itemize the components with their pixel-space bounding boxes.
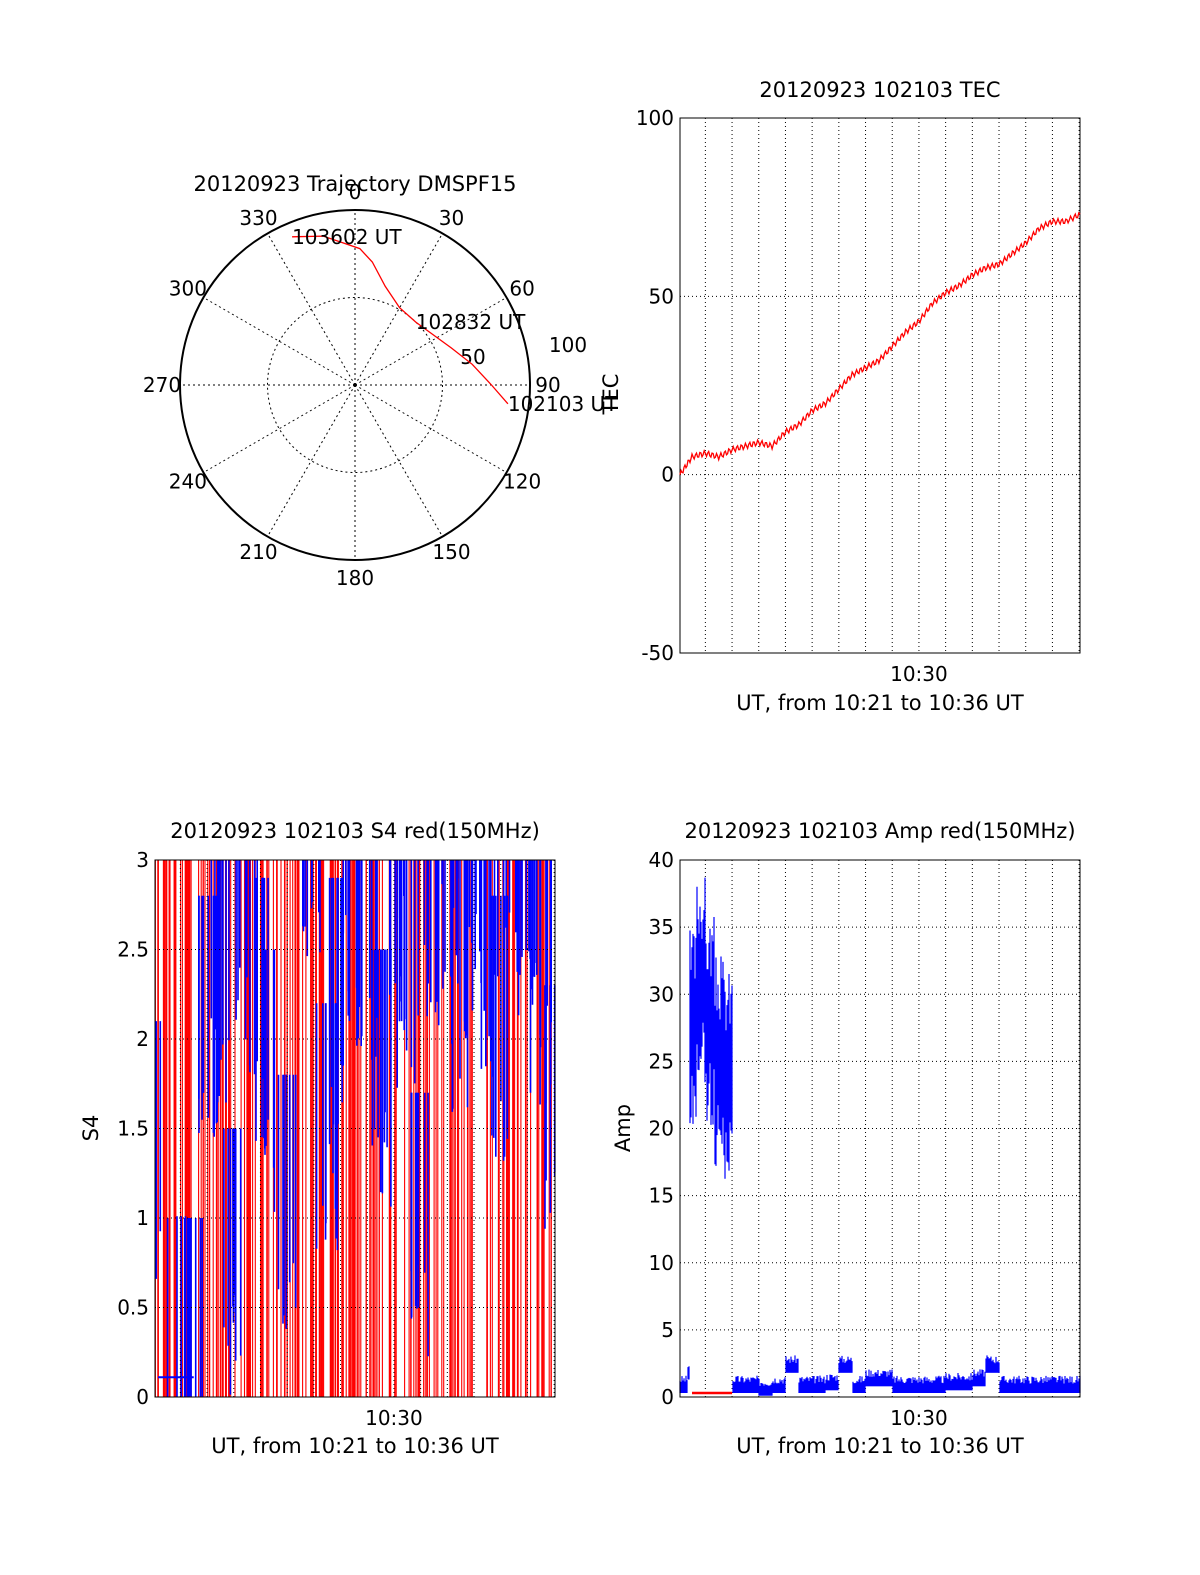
polar-panel: 20120923 Trajectory DMSPF15 0 30 60 90 120 15…	[143, 172, 618, 590]
s4-y-tick-label: 3	[136, 848, 149, 872]
amp-y-tick-label: 10	[649, 1251, 674, 1275]
tec-grid	[680, 117, 1080, 654]
amp-plot-frame	[679, 859, 1081, 1398]
amp-y-tick-label: 35	[649, 915, 674, 939]
s4-y-tick-label: 1.5	[117, 1117, 149, 1141]
polar-title: 20120923 Trajectory DMSPF15	[193, 172, 516, 196]
polar-angle-label: 270	[143, 373, 181, 397]
polar-spoke	[203, 297, 356, 386]
polar-grid	[180, 210, 530, 560]
tec-x-ticks: 10:30	[890, 662, 948, 686]
polar-angle-label: 30	[439, 206, 464, 230]
s4-y-axis-label: S4	[79, 1115, 103, 1142]
amp-y-tick-label: 20	[649, 1117, 674, 1141]
polar-trajectory-label: 102103 UT	[508, 392, 618, 416]
s4-panel: 20120923 102103 S4 red(150MHz) 0 0.5 1 1.5 2…	[79, 819, 556, 1458]
polar-spoke	[354, 384, 443, 537]
polar-spoke	[267, 233, 356, 386]
polar-spoke	[354, 233, 443, 386]
amp-panel: 20120923 102103 Amp red(150MHz) 0 5 10 15 20…	[611, 819, 1081, 1458]
amp-series-lines	[679, 877, 1081, 1396]
amp-y-axis-label: Amp	[611, 1104, 635, 1152]
tec-y-tick-label: 0	[661, 463, 674, 487]
tec-y-tick-label: 100	[636, 106, 674, 130]
amp-y-ticks: 0 5 10 15 20 25 30 35 40	[649, 848, 674, 1409]
tec-x-tick-label: 10:30	[890, 662, 948, 686]
polar-angle-label: 150	[432, 540, 470, 564]
amp-y-tick-label: 15	[649, 1184, 674, 1208]
amp-x-axis-label: UT, from 10:21 to 10:36 UT	[736, 1434, 1024, 1458]
amp-x-tick-label: 10:30	[890, 1406, 948, 1430]
polar-trajectory-label: 102832 UT	[416, 310, 526, 334]
s4-y-tick-label: 2.5	[117, 938, 149, 962]
polar-angle-label: 210	[239, 540, 277, 564]
polar-spoke	[354, 384, 507, 473]
polar-angle-label: 240	[169, 470, 207, 494]
s4-x-tick-label: 10:30	[365, 1406, 423, 1430]
amp-title: 20120923 102103 Amp red(150MHz)	[684, 819, 1075, 843]
tec-y-axis-label: TEC	[599, 374, 623, 416]
s4-blue-series-lines	[154, 860, 556, 1397]
tec-y-ticks: -50 0 50 100	[636, 106, 674, 665]
amp-y-tick-label: 25	[649, 1049, 674, 1073]
polar-radial-label: 100	[549, 333, 587, 357]
polar-angle-label: 0	[349, 180, 362, 204]
polar-angle-label: 120	[503, 470, 541, 494]
tec-plot-frame	[679, 117, 1081, 654]
polar-trajectory-labels: 102103 UT 102832 UT 103602 UT	[292, 225, 618, 416]
amp-y-tick-label: 0	[661, 1385, 674, 1409]
s4-y-tick-label: 2	[136, 1027, 149, 1051]
s4-plot-frame	[154, 859, 556, 1398]
amp-y-tick-label: 40	[649, 848, 674, 872]
polar-angle-label: 180	[336, 566, 374, 590]
tec-y-tick-label: -50	[641, 641, 674, 665]
amp-y-tick-label: 5	[661, 1318, 674, 1342]
polar-ring	[267, 297, 443, 473]
tec-title: 20120923 102103 TEC	[759, 78, 1000, 102]
polar-angle-label: 90	[535, 373, 560, 397]
polar-angle-label: 60	[509, 277, 534, 301]
polar-trajectory-label: 103602 UT	[292, 225, 402, 249]
tec-x-axis-label: UT, from 10:21 to 10:36 UT	[736, 691, 1024, 715]
polar-outer-circle	[179, 209, 531, 561]
s4-y-ticks: 0 0.5 1 1.5 2 2.5 3	[117, 848, 149, 1409]
polar-angle-labels: 0 30 60 90 120 150 180 210 240 270 300 330	[143, 180, 561, 590]
amp-y-tick-label: 30	[649, 982, 674, 1006]
s4-y-tick-label: 0.5	[117, 1296, 149, 1320]
s4-x-ticks: 10:30	[365, 1406, 423, 1430]
s4-y-tick-label: 1	[136, 1206, 149, 1230]
polar-spoke	[354, 297, 507, 386]
s4-y-tick-label: 0	[136, 1385, 149, 1409]
polar-angle-label: 300	[169, 277, 207, 301]
polar-spoke	[267, 384, 356, 537]
amp-x-ticks: 10:30	[890, 1406, 948, 1430]
polar-spoke	[203, 384, 356, 473]
polar-trajectory-line	[292, 235, 509, 405]
tec-y-tick-label: 50	[649, 284, 674, 308]
polar-angle-label: 330	[239, 206, 277, 230]
tec-series-line	[679, 211, 1081, 475]
amp-grid	[680, 859, 1080, 1398]
s4-x-axis-label: UT, from 10:21 to 10:36 UT	[211, 1434, 499, 1458]
s4-title: 20120923 102103 S4 red(150MHz)	[170, 819, 540, 843]
